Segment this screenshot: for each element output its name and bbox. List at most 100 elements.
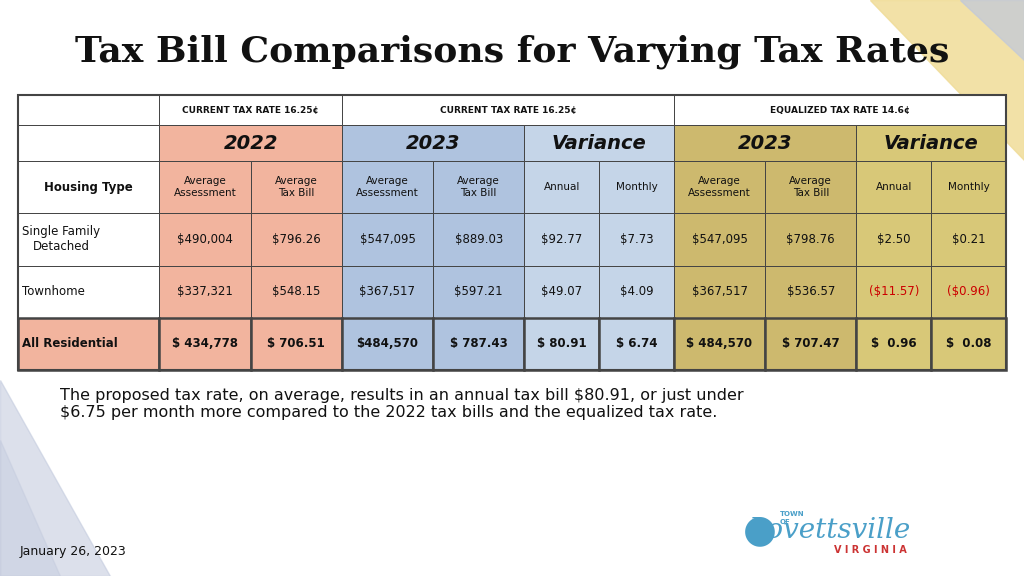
- Bar: [856, 161, 931, 213]
- Text: Average
Tax Bill: Average Tax Bill: [458, 176, 500, 198]
- Text: 2022: 2022: [223, 134, 278, 153]
- Bar: [251, 266, 342, 318]
- Bar: [433, 318, 524, 370]
- Text: CURRENT TAX RATE 16.25¢: CURRENT TAX RATE 16.25¢: [182, 105, 318, 115]
- Bar: [765, 161, 856, 213]
- Text: $92.77: $92.77: [541, 233, 583, 246]
- Bar: [160, 95, 342, 125]
- Bar: [524, 213, 599, 266]
- Text: TOWN
OF: TOWN OF: [780, 511, 805, 525]
- Bar: [18, 161, 160, 213]
- Text: $597.21: $597.21: [455, 285, 503, 298]
- Text: $  0.96: $ 0.96: [871, 338, 916, 350]
- Bar: [160, 161, 251, 213]
- Bar: [251, 213, 342, 266]
- Text: $367,517: $367,517: [691, 285, 748, 298]
- Text: $547,095: $547,095: [691, 233, 748, 246]
- Bar: [674, 161, 765, 213]
- Bar: [765, 266, 856, 318]
- Text: CURRENT TAX RATE 16.25¢: CURRENT TAX RATE 16.25¢: [439, 105, 577, 115]
- Bar: [674, 213, 765, 266]
- Bar: [524, 266, 599, 318]
- Text: $798.76: $798.76: [786, 233, 836, 246]
- Text: $49.07: $49.07: [541, 285, 583, 298]
- Text: $ 706.51: $ 706.51: [267, 338, 326, 350]
- Text: $  0.08: $ 0.08: [946, 338, 991, 350]
- Bar: [160, 125, 342, 161]
- Bar: [765, 318, 856, 370]
- Bar: [18, 213, 160, 266]
- Text: $536.57: $536.57: [786, 285, 835, 298]
- Text: Single Family
Detached: Single Family Detached: [22, 225, 100, 253]
- Text: $ 707.47: $ 707.47: [782, 338, 840, 350]
- Bar: [251, 161, 342, 213]
- Text: Variance: Variance: [884, 134, 979, 153]
- Bar: [342, 125, 524, 161]
- Text: Annual: Annual: [544, 182, 580, 192]
- Text: $796.26: $796.26: [271, 233, 321, 246]
- Text: ●: ●: [743, 511, 777, 549]
- Text: $484,570: $484,570: [356, 338, 419, 350]
- Bar: [160, 213, 251, 266]
- Text: Monthly: Monthly: [948, 182, 989, 192]
- Bar: [599, 213, 674, 266]
- Text: $ 787.43: $ 787.43: [450, 338, 508, 350]
- Text: Average
Assessment: Average Assessment: [356, 176, 419, 198]
- Text: Lovettsville: Lovettsville: [749, 517, 911, 544]
- Text: Average
Tax Bill: Average Tax Bill: [790, 176, 833, 198]
- Text: ($11.57): ($11.57): [868, 285, 919, 298]
- Bar: [160, 266, 251, 318]
- Bar: [342, 213, 433, 266]
- Bar: [599, 161, 674, 213]
- Bar: [342, 266, 433, 318]
- Text: $ 6.74: $ 6.74: [615, 338, 657, 350]
- Text: Tax Bill Comparisons for Varying Tax Rates: Tax Bill Comparisons for Varying Tax Rat…: [75, 35, 949, 69]
- Bar: [931, 318, 1006, 370]
- Bar: [931, 266, 1006, 318]
- Bar: [18, 318, 160, 370]
- Bar: [342, 161, 433, 213]
- Polygon shape: [0, 380, 110, 576]
- Text: The proposed tax rate, on average, results in an annual tax bill $80.91, or just: The proposed tax rate, on average, resul…: [60, 388, 743, 420]
- Bar: [342, 95, 674, 125]
- Polygon shape: [870, 0, 1024, 160]
- Text: $4.09: $4.09: [620, 285, 653, 298]
- Text: ($0.96): ($0.96): [947, 285, 990, 298]
- Bar: [433, 266, 524, 318]
- Bar: [599, 266, 674, 318]
- Bar: [433, 161, 524, 213]
- Bar: [18, 95, 160, 125]
- Text: Average
Tax Bill: Average Tax Bill: [274, 176, 317, 198]
- Text: Monthly: Monthly: [615, 182, 657, 192]
- Text: $ 484,570: $ 484,570: [686, 338, 753, 350]
- Bar: [856, 318, 931, 370]
- Text: $7.73: $7.73: [620, 233, 653, 246]
- Bar: [342, 318, 433, 370]
- Text: Annual: Annual: [876, 182, 912, 192]
- Text: Variance: Variance: [552, 134, 646, 153]
- Text: $ 434,778: $ 434,778: [172, 338, 238, 350]
- Bar: [433, 213, 524, 266]
- Bar: [524, 161, 599, 213]
- Bar: [674, 318, 765, 370]
- Bar: [524, 318, 599, 370]
- Text: Average
Assessment: Average Assessment: [688, 176, 751, 198]
- Text: $0.21: $0.21: [951, 233, 985, 246]
- Bar: [18, 266, 160, 318]
- Text: $889.03: $889.03: [455, 233, 503, 246]
- Bar: [765, 213, 856, 266]
- Bar: [931, 161, 1006, 213]
- Bar: [251, 318, 342, 370]
- Text: $547,095: $547,095: [359, 233, 416, 246]
- Text: 2023: 2023: [406, 134, 461, 153]
- Text: All Residential: All Residential: [22, 338, 118, 350]
- Bar: [18, 95, 1006, 370]
- Text: $548.15: $548.15: [272, 285, 321, 298]
- Text: $2.50: $2.50: [877, 233, 910, 246]
- Polygon shape: [961, 0, 1024, 60]
- Polygon shape: [0, 440, 60, 576]
- Bar: [674, 95, 1006, 125]
- Bar: [674, 125, 856, 161]
- Text: EQUALIZED TAX RATE 14.6¢: EQUALIZED TAX RATE 14.6¢: [770, 105, 910, 115]
- Bar: [856, 213, 931, 266]
